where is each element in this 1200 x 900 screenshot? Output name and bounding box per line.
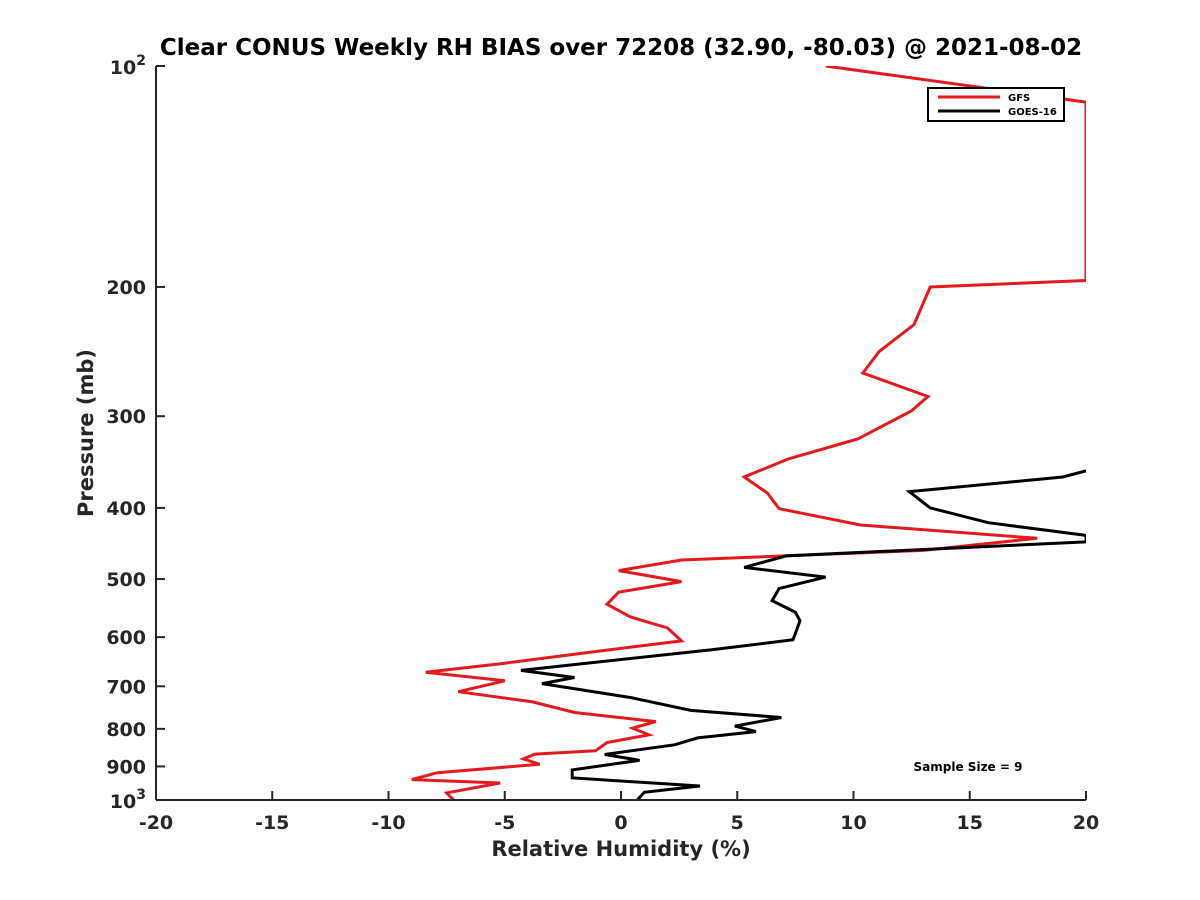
x-tick-label: 15 — [957, 812, 983, 834]
legend-label: GFS — [1008, 93, 1030, 104]
y-tick-label: 102 — [110, 53, 146, 79]
y-tick-label: 500 — [106, 569, 146, 591]
y-tick-label: 800 — [106, 719, 146, 741]
x-tick-label: 5 — [731, 812, 744, 834]
x-tick-label: 0 — [614, 812, 627, 834]
x-tick-label: 20 — [1073, 812, 1099, 834]
legend-label: GOES-16 — [1008, 107, 1057, 118]
y-tick-label: 103 — [110, 787, 146, 813]
y-tick-label: 200 — [106, 277, 146, 299]
x-tick-label: -10 — [371, 812, 405, 834]
x-tick-label: 10 — [840, 812, 866, 834]
y-tick-label: 600 — [106, 627, 146, 649]
y-axis-label: Pressure (mb) — [74, 349, 98, 517]
chart-title: Clear CONUS Weekly RH BIAS over 72208 (3… — [160, 35, 1082, 61]
x-ticks: -20 -15 -10 -5 0 5 10 15 20 — [139, 791, 1099, 834]
x-tick-label: -5 — [494, 812, 515, 834]
x-tick-label: -15 — [255, 812, 289, 834]
x-tick-label: -20 — [139, 812, 173, 834]
x-axis-label: Relative Humidity (%) — [491, 837, 750, 861]
y-tick-label: 700 — [106, 676, 146, 698]
legend-box — [927, 87, 1065, 122]
y-tick-label: 900 — [106, 756, 146, 778]
y-ticks: 102 200 300 400 500 600 700 800 900 103 — [106, 53, 165, 813]
y-tick-label: 400 — [106, 498, 146, 520]
sample-size-annotation: Sample Size = 9 — [914, 760, 1023, 774]
plot-lines — [411, 66, 1086, 800]
series-line-gfs — [411, 66, 1086, 800]
axes — [155, 66, 1086, 801]
series-line-goes-16 — [520, 469, 1086, 800]
legend: GFS GOES-16 — [927, 87, 1065, 122]
y-tick-label: 300 — [106, 406, 146, 428]
